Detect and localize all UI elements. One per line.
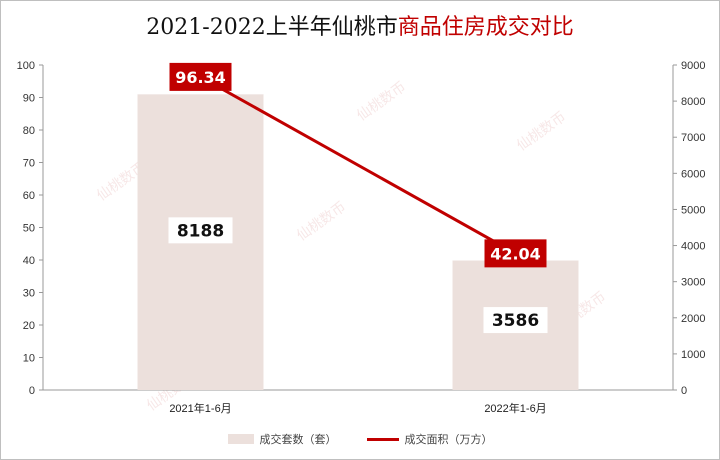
line-label-bg (169, 62, 232, 91)
right-tick-label: 8000 (681, 96, 705, 108)
chart-title-accent: 商品住房成交对比 (397, 15, 574, 40)
legend-line-swatch (366, 437, 399, 441)
right-tick-label: 3000 (681, 277, 705, 289)
legend-bar-label: 成交套数（套） (259, 433, 337, 446)
right-tick-label: 7000 (681, 132, 705, 144)
right-tick-label: 4000 (681, 241, 705, 253)
category-label: 2022年1-6月 (484, 401, 546, 415)
left-tick-label: 0 (29, 385, 35, 397)
left-tick-label: 70 (23, 158, 35, 170)
watermark-text: 仙桃数币 (294, 199, 349, 244)
line-label-bg (484, 239, 547, 268)
bar-label-bg (168, 217, 233, 244)
legend: 成交套数（套） 成交面积（万方） (1, 431, 719, 447)
legend-bar-swatch (227, 434, 254, 444)
right-tick-label: 5000 (681, 204, 705, 216)
left-tick-label: 90 (23, 93, 35, 105)
data-labels: 8188 3586 96.34 42.04 (168, 62, 548, 334)
left-tick-label: 60 (23, 190, 35, 202)
right-tick-label: 2000 (681, 313, 705, 325)
category-label: 2021年1-6月 (169, 401, 231, 415)
right-tick-label: 1000 (681, 349, 705, 361)
bar-value-label: 8188 (177, 221, 224, 241)
left-tick-label: 30 (23, 288, 35, 300)
left-tick-label: 80 (23, 125, 35, 137)
bar-value-label: 3586 (492, 311, 539, 331)
right-tick-label: 9000 (681, 60, 705, 72)
left-tick-label: 10 (23, 353, 35, 365)
left-tick-label: 100 (17, 60, 35, 72)
watermark-text: 仙桃数币 (514, 109, 569, 154)
left-tick-label: 20 (23, 320, 35, 332)
right-tick-label: 6000 (681, 168, 705, 180)
line-path (199, 75, 517, 255)
chart-title: 2021-2022上半年仙桃市商品住房成交对比 (1, 9, 719, 41)
legend-item-line: 成交面积（万方） (366, 431, 493, 447)
legend-line-label: 成交面积（万方） (404, 433, 493, 446)
left-tick-label: 40 (23, 255, 35, 267)
legend-item-bar: 成交套数（套） (227, 431, 337, 447)
line-value-label: 96.34 (175, 68, 226, 87)
watermark-text: 仙桃数币 (354, 79, 409, 124)
bar-label-bg (483, 307, 548, 334)
right-tick-label: 0 (681, 385, 687, 397)
left-tick-label: 50 (23, 223, 35, 235)
chart-title-prefix: 2021-2022上半年仙桃市 (146, 15, 398, 40)
line-value-label: 42.04 (490, 244, 541, 263)
